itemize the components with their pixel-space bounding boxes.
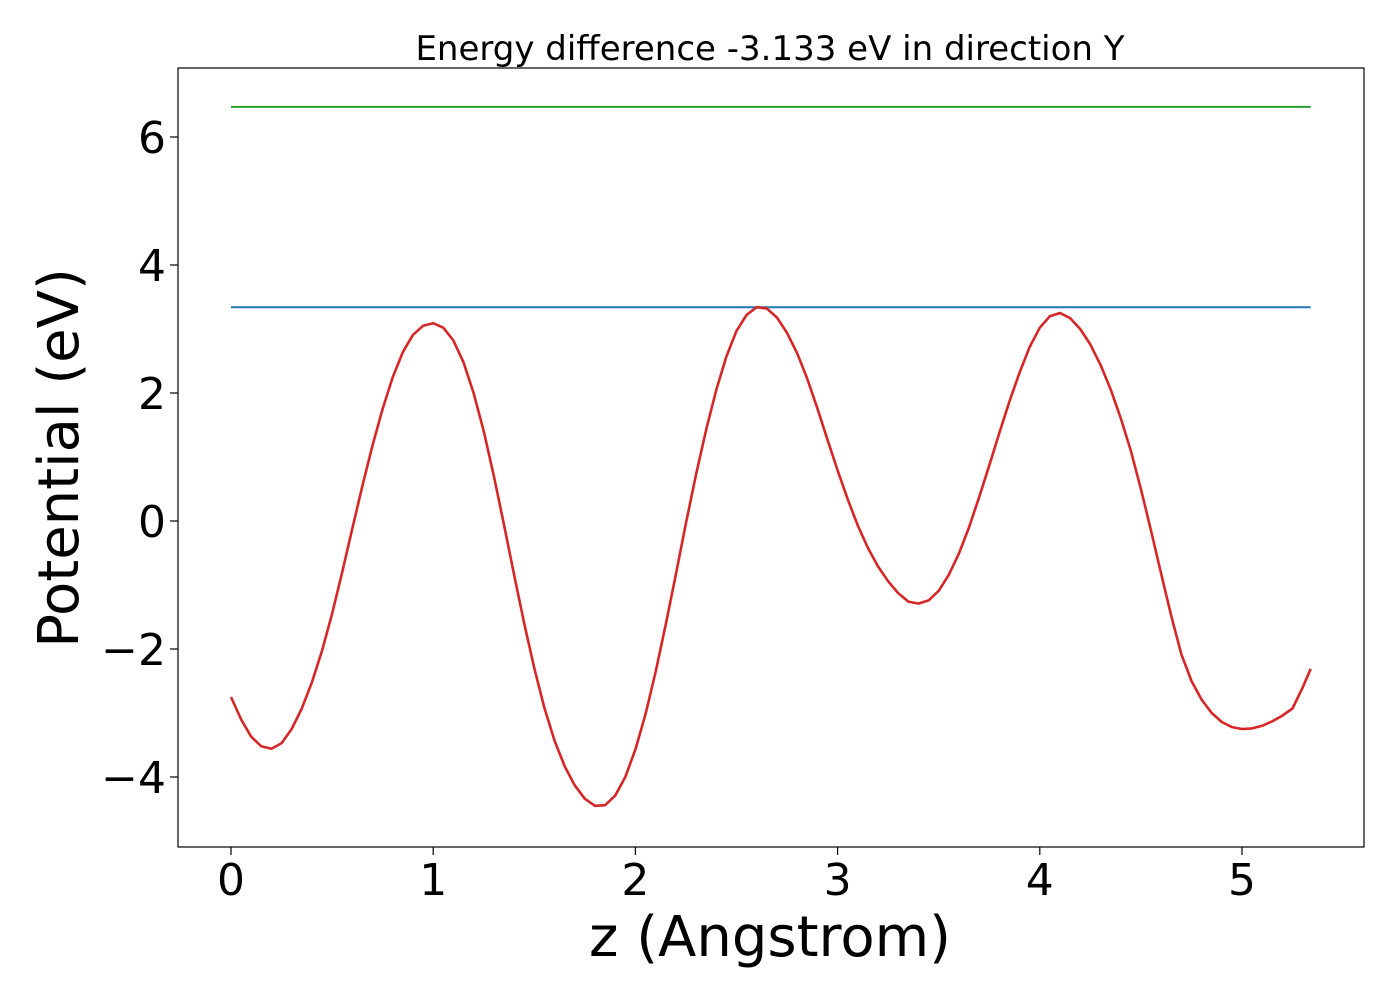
x-tick-label: 2 (621, 855, 649, 906)
x-tick-label: 5 (1228, 855, 1256, 906)
y-axis-label: Potential (eV) (27, 268, 92, 648)
y-tick-label: 6 (138, 113, 166, 164)
chart-title: Energy difference -3.133 eV in direction… (415, 29, 1124, 69)
series-layer (229, 105, 1312, 808)
x-tick-label: 3 (824, 855, 852, 906)
x-axis-ticks: 0 1 2 3 4 5 (217, 847, 1256, 906)
x-tick-label: 4 (1026, 855, 1054, 906)
x-axis-label: z (Angstrom) (589, 905, 951, 970)
y-axis-ticks: −4 −2 0 2 4 6 (101, 113, 178, 804)
x-tick-label: 0 (217, 855, 245, 906)
y-tick-label: −4 (101, 753, 166, 804)
series-line-2 (229, 305, 1312, 808)
y-tick-label: −2 (101, 625, 166, 676)
y-tick-label: 2 (138, 369, 166, 420)
plot-frame (177, 67, 1365, 848)
y-tick-label: 4 (138, 241, 166, 292)
x-tick-label: 1 (419, 855, 447, 906)
y-tick-label: 0 (138, 497, 166, 548)
